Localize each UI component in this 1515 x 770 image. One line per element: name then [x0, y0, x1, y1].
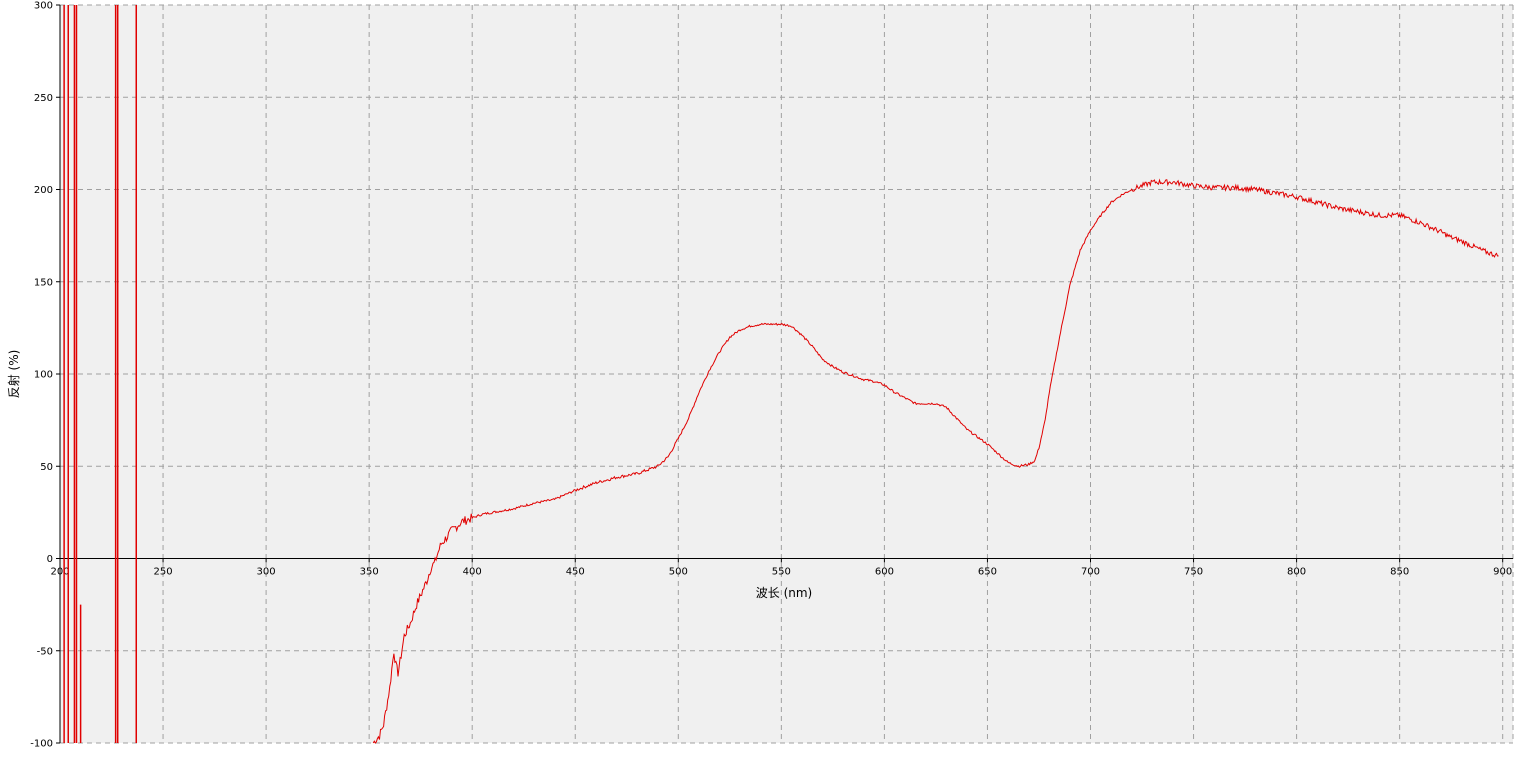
y-tick-label: 100: [34, 370, 53, 381]
x-tick-label: 600: [875, 567, 894, 578]
x-tick-label: 650: [978, 567, 997, 578]
y-axis-label: 反射 (%): [6, 350, 21, 399]
series-layer: [63, 5, 1499, 744]
reflectance-series-line: [372, 178, 1499, 744]
y-tick-label: 200: [34, 185, 53, 196]
x-tick-label: 500: [669, 567, 688, 578]
x-tick-label: 800: [1287, 567, 1306, 578]
x-tick-label: 450: [566, 567, 585, 578]
x-tick-label: 850: [1390, 567, 1409, 578]
x-tick-label: 300: [257, 567, 276, 578]
y-tick-label: 0: [47, 554, 53, 565]
x-tick-label: 250: [154, 567, 173, 578]
x-tick-label: 700: [1081, 567, 1100, 578]
x-tick-label: 550: [772, 567, 791, 578]
y-tick-label: 50: [40, 462, 53, 473]
x-tick-label: 900: [1493, 567, 1512, 578]
x-tick-label: 200: [50, 567, 69, 578]
x-tick-label: 400: [463, 567, 482, 578]
y-tick-label: 150: [34, 277, 53, 288]
y-tick-label: -100: [30, 739, 53, 750]
grid-layer: [60, 4, 1514, 744]
x-axis-label: 波长 (nm): [756, 586, 812, 600]
x-tick-label: 750: [1184, 567, 1203, 578]
x-tick-label: 350: [360, 567, 379, 578]
y-tick-label: 250: [34, 93, 53, 104]
y-tick-label: 300: [34, 1, 53, 12]
y-tick-label: -50: [37, 646, 53, 657]
